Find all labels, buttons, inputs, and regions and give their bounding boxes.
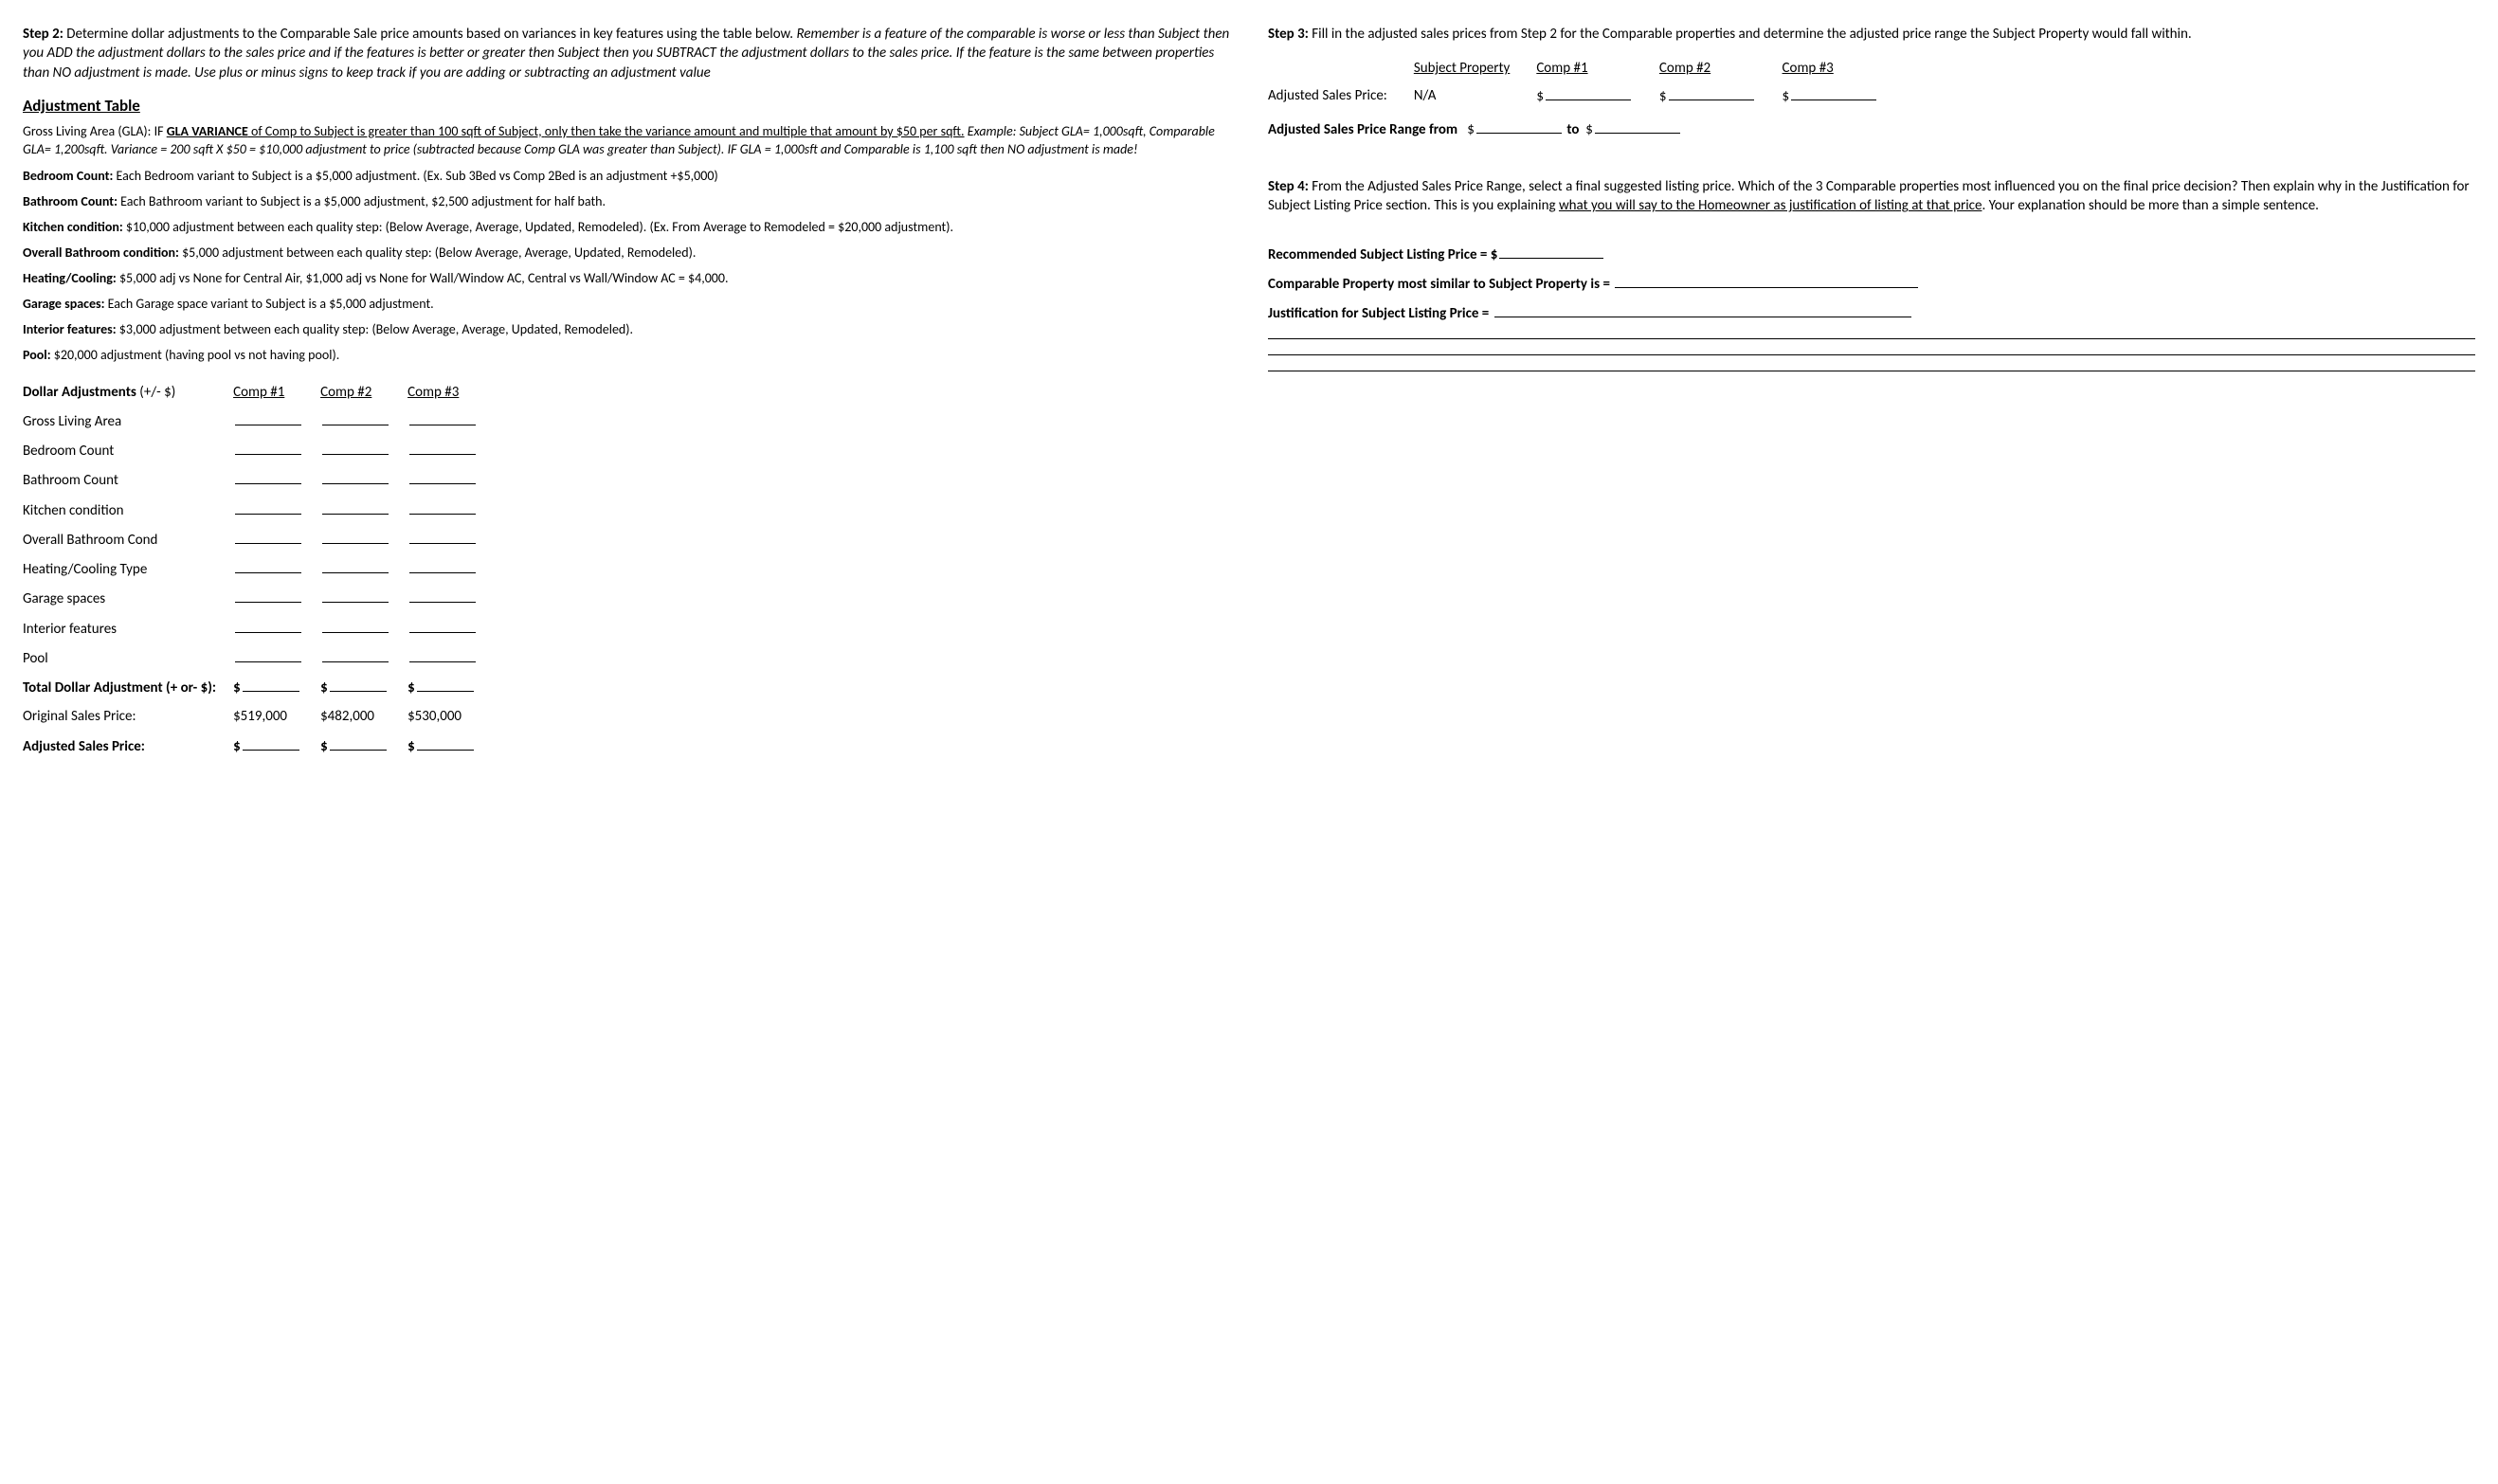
step2-text1: Determine dollar adjustments to the Comp… xyxy=(63,26,797,43)
blank-field[interactable] xyxy=(1791,86,1876,100)
step3-label: Step 3: xyxy=(1268,26,1309,43)
blank-field[interactable] xyxy=(1268,338,2475,339)
blank-field[interactable] xyxy=(322,619,389,633)
gla-u2: only then take the variance amount and m… xyxy=(545,123,965,139)
comparable-similar-row: Comparable Property most similar to Subj… xyxy=(1268,274,2475,294)
step3-text: Fill in the adjusted sales prices from S… xyxy=(1309,26,2192,43)
col-comp2: Comp #2 xyxy=(1659,55,1783,81)
blank-field[interactable] xyxy=(235,470,301,484)
blank-field[interactable] xyxy=(235,411,301,425)
blank-field[interactable] xyxy=(409,619,476,633)
blank-field[interactable] xyxy=(235,619,301,633)
adjustment-table-title: Adjustment Table xyxy=(23,96,1230,118)
blank-field[interactable] xyxy=(235,588,301,603)
gla-variance: GLA VARIANCE xyxy=(167,123,248,139)
table-row: Kitchen condition xyxy=(23,496,495,525)
table-row: Pool xyxy=(23,643,495,673)
step4-underline: what you will say to the Homeowner as ju… xyxy=(1559,197,1982,214)
blank-field[interactable] xyxy=(1615,274,1918,288)
col-subject: Subject Property xyxy=(1414,55,1537,81)
table-row: Bedroom Count xyxy=(23,436,495,465)
rule-bedroom: Bedroom Count: Each Bedroom variant to S… xyxy=(23,168,1230,186)
blank-field[interactable] xyxy=(322,588,389,603)
col-comp3: Comp #3 xyxy=(407,378,495,407)
blank-field[interactable] xyxy=(235,559,301,573)
blank-field[interactable] xyxy=(1669,86,1754,100)
blank-field[interactable] xyxy=(409,588,476,603)
adj-header: Dollar Adjustments (+/- $) xyxy=(23,378,233,407)
blank-field[interactable] xyxy=(409,441,476,455)
blank-field[interactable] xyxy=(322,530,389,544)
blank-field[interactable] xyxy=(322,648,389,662)
step4-paragraph: Step 4: From the Adjusted Sales Price Ra… xyxy=(1268,177,2475,216)
table-row: Garage spaces xyxy=(23,584,495,613)
blank-field[interactable] xyxy=(235,441,301,455)
justification-lines xyxy=(1268,338,2475,371)
justification-row: Justification for Subject Listing Price … xyxy=(1268,303,2475,323)
step4-text2: . Your explanation should be more than a… xyxy=(1982,197,2319,214)
step3-table: Subject Property Comp #1 Comp #2 Comp #3… xyxy=(1268,55,1905,110)
blank-field[interactable] xyxy=(1499,244,1603,259)
blank-field[interactable] xyxy=(409,648,476,662)
rule-pool: Pool: $20,000 adjustment (having pool vs… xyxy=(23,347,1230,365)
adjusted-price-row: Adjusted Sales Price: N/A $ $ $ xyxy=(1268,82,1905,110)
blank-field[interactable] xyxy=(322,441,389,455)
col-comp1: Comp #1 xyxy=(1536,55,1659,81)
gla-mid: of Comp to Subject is greater than 100 s… xyxy=(248,123,545,139)
col-comp1: Comp #1 xyxy=(233,378,320,407)
blank-field[interactable] xyxy=(1546,86,1631,100)
rule-kitchen: Kitchen condition: $10,000 adjustment be… xyxy=(23,219,1230,237)
table-row: Heating/Cooling Type xyxy=(23,554,495,584)
step2-paragraph: Step 2: Determine dollar adjustments to … xyxy=(23,25,1230,82)
right-column: Step 3: Fill in the adjusted sales price… xyxy=(1268,19,2475,761)
blank-field[interactable] xyxy=(409,500,476,515)
blank-field[interactable] xyxy=(1494,303,1911,317)
step4-label: Step 4: xyxy=(1268,178,1309,195)
gla-lead: Gross Living Area (GLA): IF xyxy=(23,123,167,139)
rule-bathroom: Bathroom Count: Each Bathroom variant to… xyxy=(23,193,1230,211)
range-row: Adjusted Sales Price Range from $ to $ xyxy=(1268,119,2475,139)
blank-field[interactable] xyxy=(243,736,299,751)
dollar-adjustments-table: Dollar Adjustments (+/- $) Comp #1 Comp … xyxy=(23,378,495,761)
table-row: Bathroom Count xyxy=(23,465,495,495)
blank-field[interactable] xyxy=(243,678,299,692)
table-row: Gross Living Area xyxy=(23,407,495,436)
blank-field[interactable] xyxy=(322,411,389,425)
blank-field[interactable] xyxy=(1476,119,1562,134)
gla-rule: Gross Living Area (GLA): IF GLA VARIANCE… xyxy=(23,123,1230,159)
table-row: Interior features xyxy=(23,614,495,643)
rule-bathcond: Overall Bathroom condition: $5,000 adjus… xyxy=(23,244,1230,262)
blank-field[interactable] xyxy=(1595,119,1680,134)
col-comp3: Comp #3 xyxy=(1783,55,1906,81)
rule-interior: Interior features: $3,000 adjustment bet… xyxy=(23,321,1230,339)
blank-field[interactable] xyxy=(235,530,301,544)
blank-field[interactable] xyxy=(409,530,476,544)
blank-field[interactable] xyxy=(322,559,389,573)
blank-field[interactable] xyxy=(409,559,476,573)
left-column: Step 2: Determine dollar adjustments to … xyxy=(23,19,1230,761)
blank-field[interactable] xyxy=(409,470,476,484)
step3-paragraph: Step 3: Fill in the adjusted sales price… xyxy=(1268,25,2475,44)
blank-field[interactable] xyxy=(330,678,387,692)
blank-field[interactable] xyxy=(409,411,476,425)
blank-field[interactable] xyxy=(417,678,474,692)
table-row: Overall Bathroom Cond xyxy=(23,525,495,554)
step2-label: Step 2: xyxy=(23,26,63,43)
blank-field[interactable] xyxy=(1268,354,2475,355)
rule-garage: Garage spaces: Each Garage space variant… xyxy=(23,296,1230,314)
rule-hvac: Heating/Cooling: $5,000 adj vs None for … xyxy=(23,270,1230,288)
blank-field[interactable] xyxy=(235,500,301,515)
adjusted-price-row: Adjusted Sales Price:$$$ xyxy=(23,732,495,761)
blank-field[interactable] xyxy=(330,736,387,751)
original-price-row: Original Sales Price:$519,000$482,000$53… xyxy=(23,702,495,731)
blank-field[interactable] xyxy=(322,470,389,484)
blank-field[interactable] xyxy=(322,500,389,515)
blank-field[interactable] xyxy=(417,736,474,751)
blank-field[interactable] xyxy=(235,648,301,662)
col-comp2: Comp #2 xyxy=(320,378,407,407)
recommended-price-row: Recommended Subject Listing Price = $ xyxy=(1268,244,2475,264)
total-row: Total Dollar Adjustment (+ or- $):$$$ xyxy=(23,673,495,702)
